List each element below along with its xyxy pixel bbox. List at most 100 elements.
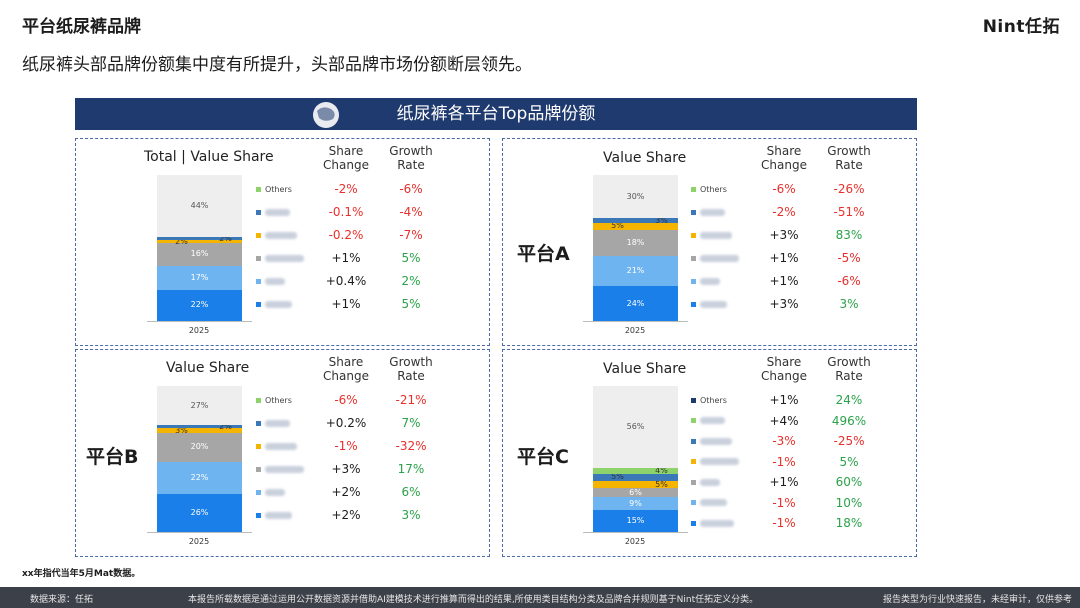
bar-segment [593, 218, 678, 223]
x-axis [147, 532, 252, 533]
growth-rate-value: 5% [401, 251, 421, 265]
legend-swatch [256, 255, 261, 261]
legend-label-redacted [265, 488, 285, 496]
panel-title: Value Share [603, 361, 687, 377]
stacked-bar: 15% 9% 6% 5% 5% 4% 56% [593, 386, 678, 532]
share-change-value: -6% [334, 393, 358, 407]
growth-rate-value: -51% [833, 205, 865, 219]
legend-swatch [691, 186, 696, 192]
legend-swatch [691, 278, 696, 284]
legend-swatch [691, 438, 696, 444]
legend-item [691, 413, 725, 429]
legend-swatch [691, 500, 696, 505]
bar-segment [593, 496, 678, 511]
legend-swatch [691, 397, 696, 403]
x-axis [583, 321, 688, 322]
legend-swatch [256, 186, 261, 192]
legend-item [691, 454, 739, 470]
legend-swatch [256, 278, 261, 284]
growth-rate-value: 3% [401, 508, 421, 522]
bar-segment-label: 17% [190, 272, 209, 282]
bar-segment-label: 16% [190, 249, 209, 259]
bar-segment-label: 22% [190, 300, 209, 310]
growth-rate-header: Growth Rate [389, 355, 433, 383]
bar-segment-label: 15% [626, 516, 645, 526]
page-subtitle: 纸尿裤头部品牌份额集中度有所提升，头部品牌市场份额断层领先。 [22, 55, 532, 75]
legend-item [256, 250, 304, 266]
legend-item: Others [256, 181, 292, 197]
legend-label-redacted [265, 254, 304, 262]
growth-rate-value: 10% [835, 495, 863, 510]
growth-rate-header: Growth Rate [389, 144, 433, 172]
panel-title: Total | Value Share [144, 149, 274, 165]
bar-segment-label: 18% [626, 237, 645, 247]
legend-label-redacted [265, 300, 292, 308]
legend-swatch [256, 232, 261, 238]
growth-rate-value: 7% [401, 416, 421, 430]
legend-label-redacted [265, 465, 304, 473]
growth-rate-value: 60% [835, 475, 863, 489]
footnote: xx年指代当年5月Mat数据。 [22, 569, 141, 579]
legend-label-redacted [700, 519, 734, 527]
bar-segment-label: 2% [175, 236, 188, 246]
bar-segment [593, 510, 678, 532]
bar-segment [157, 289, 242, 321]
legend-item [691, 515, 734, 531]
footer-bar: 数据来源：任拓 本报告所载数据是通过运用公开数据资源并借助AI建模技术进行推算而… [0, 587, 1080, 608]
share-change-value: -1% [772, 454, 796, 469]
growth-rate-value: -6% [399, 182, 423, 196]
bar-segment [157, 461, 242, 495]
share-change-value: +2% [331, 508, 361, 522]
share-change-value: -1% [772, 495, 796, 510]
bar-segment-label: 9% [629, 498, 642, 508]
bar-segment-label: 22% [190, 472, 209, 482]
growth-rate-value: 18% [835, 516, 863, 530]
bar-segment [593, 286, 678, 321]
platform-label: 平台B [86, 446, 139, 468]
share-change-value: +3% [331, 462, 361, 476]
growth-rate-value: 24% [835, 393, 863, 407]
legend-swatch [256, 489, 261, 495]
legend-label-redacted [700, 478, 720, 486]
share-change-value: +1% [769, 475, 799, 489]
legend-item [691, 204, 725, 220]
share-change-value: -3% [772, 434, 796, 448]
share-change-header: Share Change [761, 355, 807, 383]
bar-segment-label: 6% [629, 487, 642, 497]
legend-label-redacted [700, 437, 732, 445]
legend-label: Others [265, 395, 292, 405]
x-axis-label: 2025 [624, 326, 646, 335]
bar-segment-label: 27% [190, 400, 209, 410]
panel-platform-a: 平台A Value Share Share Change Growth Rate… [502, 138, 917, 346]
growth-rate-value: -7% [399, 228, 423, 242]
legend-item [256, 415, 290, 431]
stacked-bar: 26% 22% 20% 3% 2% 27% [157, 386, 242, 532]
growth-rate-value: -32% [395, 439, 427, 453]
stacked-bar: 22% 17% 16% 2% 2% 44% [157, 175, 242, 321]
share-change-header: Share Change [323, 355, 369, 383]
bar-segment-label: 30% [626, 191, 645, 201]
legend-item: Others [691, 392, 727, 408]
growth-rate-value: 3% [839, 297, 859, 311]
growth-rate-header: Growth Rate [827, 355, 871, 383]
bar-segment [157, 432, 242, 462]
growth-rate-value: -5% [837, 251, 861, 265]
panel-platform-c: 平台C Value Share Share Change Growth Rate… [502, 349, 917, 557]
bar-segment-label: 24% [626, 298, 645, 308]
share-change-value: -0.1% [328, 205, 364, 219]
bar-segment [157, 428, 242, 433]
legend-swatch [691, 301, 696, 307]
legend-swatch [256, 443, 261, 449]
legend-item [256, 461, 304, 477]
legend-label-redacted [700, 231, 732, 239]
legend-label-redacted [265, 231, 297, 239]
share-change-value: -2% [772, 205, 796, 219]
platform-label: 平台C [517, 446, 569, 468]
legend-item [691, 227, 732, 243]
legend-swatch [256, 397, 261, 403]
legend-item [691, 474, 720, 490]
stacked-bar: 24% 21% 18% 5% 3% 30% [593, 175, 678, 321]
bar-segment [593, 386, 678, 468]
bar-segment-label: 5% [611, 472, 624, 482]
bar-segment-label: 21% [626, 266, 645, 276]
